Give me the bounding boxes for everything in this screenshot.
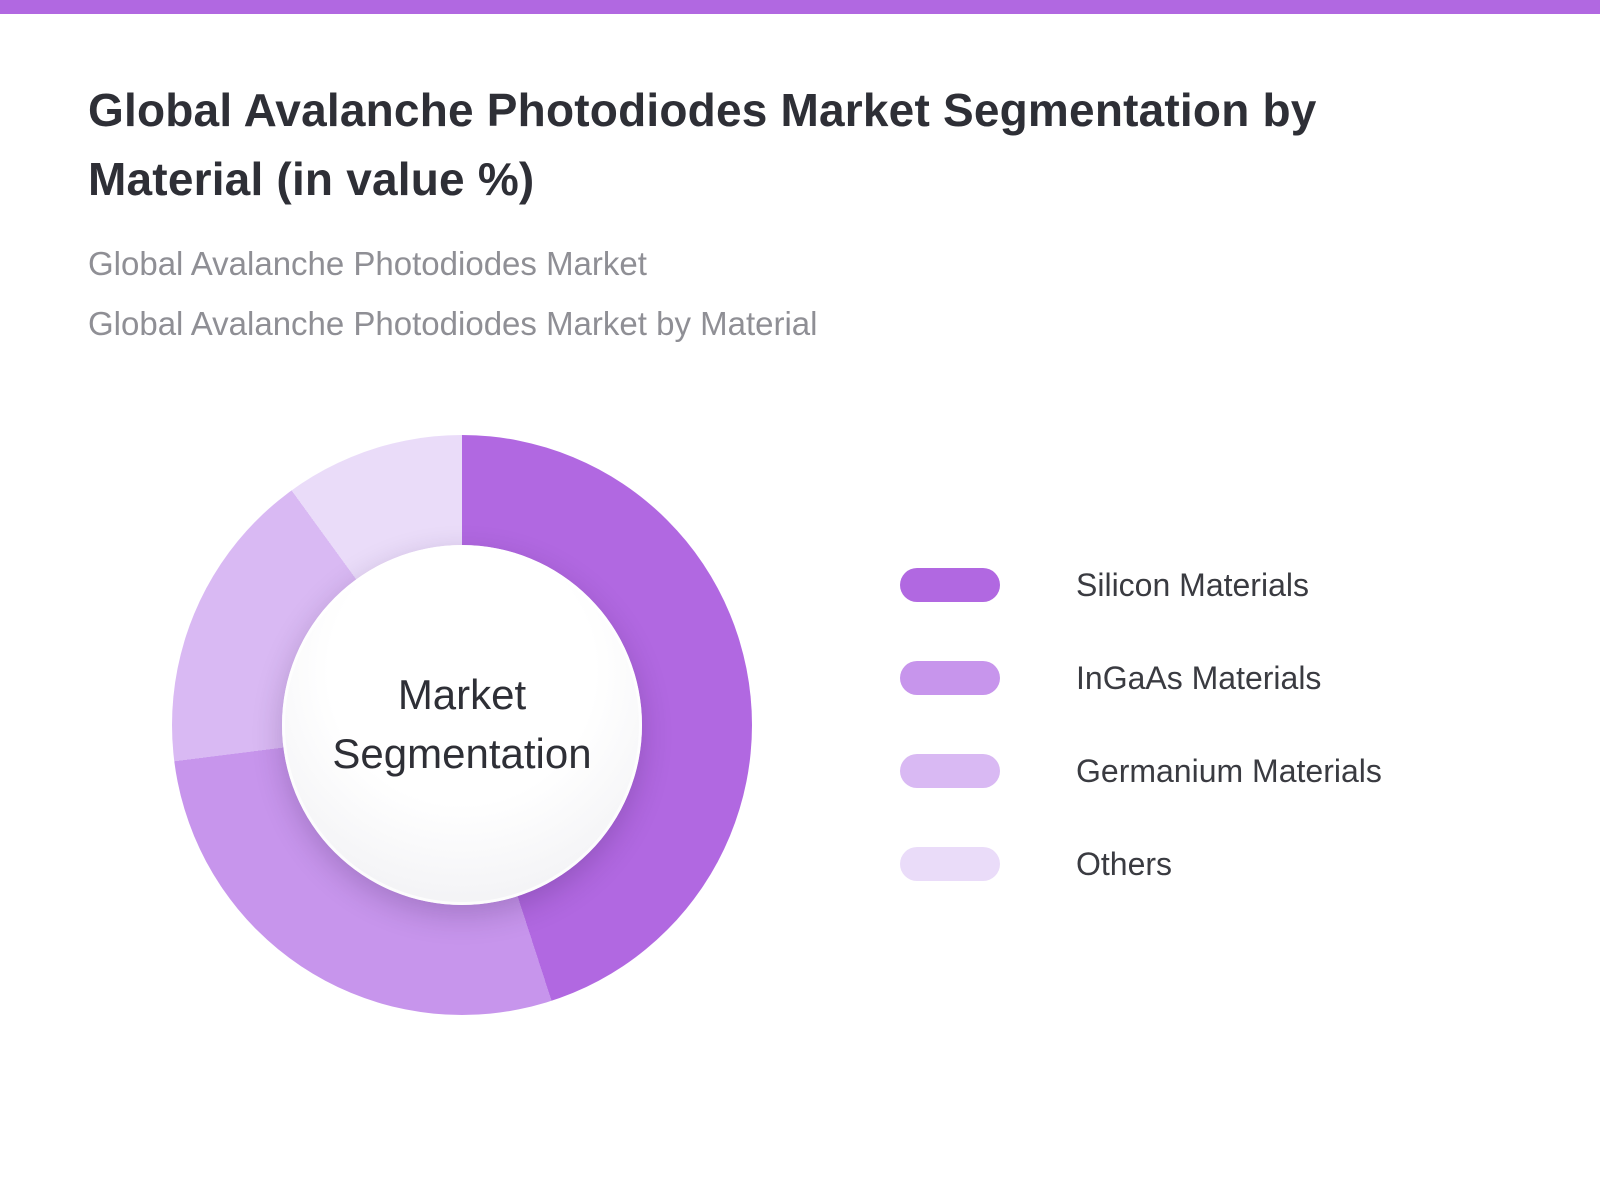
chart-area: Market Segmentation Silicon Materials InG… [88, 434, 1512, 1015]
legend-label: Others [1076, 845, 1173, 882]
legend-item: Germanium Materials [900, 753, 1382, 790]
legend-swatch [900, 661, 1000, 696]
subtitle-market: Global Avalanche Photodiodes Market [88, 244, 647, 282]
legend-item: Others [900, 846, 1382, 883]
legend-swatch [900, 568, 1000, 603]
subtitle-market-by-material: Global Avalanche Photodiodes Market by M… [88, 304, 818, 342]
page-title: Global Avalanche Photodiodes Market Segm… [88, 84, 1317, 205]
legend-item: Silicon Materials [900, 567, 1382, 604]
page-content: Global Avalanche Photodiodes Market Segm… [0, 76, 1600, 1015]
legend: Silicon Materials InGaAs Materials Germani… [900, 567, 1382, 883]
donut-center: Market Segmentation [282, 544, 642, 905]
legend-item: InGaAs Materials [900, 660, 1382, 697]
donut-chart: Market Segmentation [172, 434, 752, 1015]
accent-top-bar [0, 0, 1600, 14]
legend-label: Germanium Materials [1076, 752, 1382, 789]
legend-label: InGaAs Materials [1076, 659, 1322, 696]
donut-center-label: Market Segmentation [332, 671, 592, 777]
legend-swatch [900, 847, 1000, 882]
legend-swatch [900, 754, 1000, 789]
legend-label: Silicon Materials [1076, 566, 1309, 603]
